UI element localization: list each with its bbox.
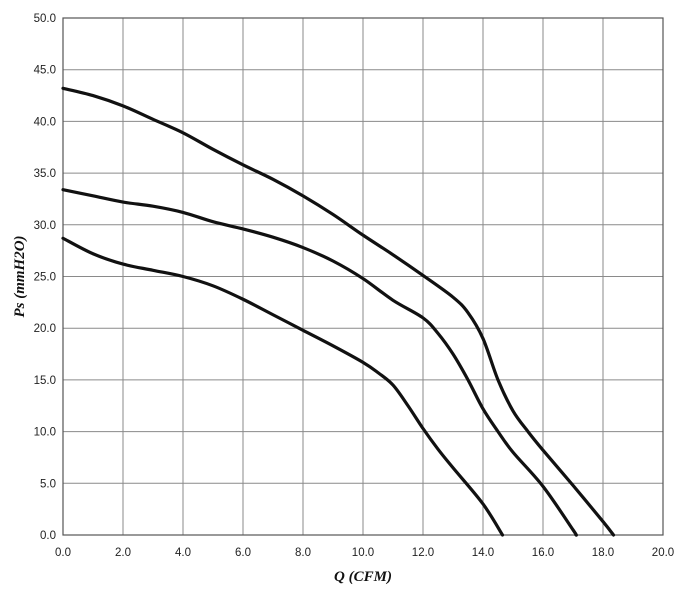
x-tick-label: 6.0 (235, 547, 251, 559)
y-tick-label: 20.0 (34, 323, 56, 335)
series-line-curve-mid (61, 188, 578, 537)
x-tick-labels: 0.0 2.0 4.0 6.0 8.0 10.0 12.0 14.0 16.0 18.0 20.0 (55, 547, 674, 559)
x-tick-label: 18.0 (592, 547, 614, 559)
y-tick-label: 0.0 (40, 530, 56, 542)
x-tick-label: 8.0 (295, 547, 311, 559)
y-tick-label: 50.0 (34, 13, 56, 25)
y-tick-label: 10.0 (34, 427, 56, 439)
x-tick-label: 2.0 (115, 547, 131, 559)
chart-grid (62, 17, 664, 536)
x-axis-title: Q (CFM) (334, 569, 392, 585)
y-tick-labels: 0.0 5.0 10.0 15.0 20.0 25.0 30.0 35.0 40.0 45.0 50… (34, 13, 56, 542)
y-tick-label: 15.0 (34, 375, 56, 387)
y-axis-title: Ps (mmH2O) (12, 235, 28, 317)
chart-series-group (61, 86, 616, 537)
series-line-curve-high (61, 86, 616, 537)
series-line-curve-low (61, 236, 505, 537)
x-tick-label: 16.0 (532, 547, 554, 559)
y-tick-label: 45.0 (34, 65, 56, 77)
x-tick-label: 4.0 (175, 547, 191, 559)
plot-frame (62, 17, 664, 536)
x-tick-label: 10.0 (352, 547, 374, 559)
y-tick-label: 40.0 (34, 116, 56, 128)
x-tick-label: 12.0 (412, 547, 434, 559)
y-tick-label: 5.0 (40, 478, 56, 490)
x-tick-label: 14.0 (472, 547, 494, 559)
y-tick-label: 35.0 (34, 168, 56, 180)
x-tick-label: 20.0 (652, 547, 674, 559)
x-tick-label: 0.0 (55, 547, 71, 559)
y-tick-label: 30.0 (34, 220, 56, 232)
y-tick-label: 25.0 (34, 272, 56, 284)
